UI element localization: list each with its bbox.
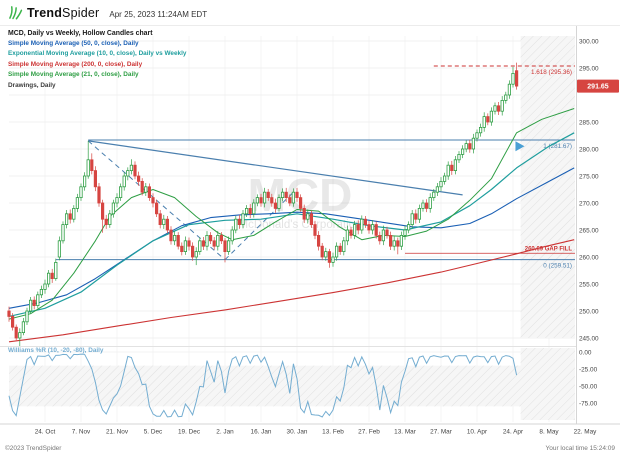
svg-text:1.618 (295.36): 1.618 (295.36) bbox=[531, 69, 572, 76]
x-axis-label: 27. Mar bbox=[430, 429, 453, 436]
local-time: Your local time 15:24:09 bbox=[545, 445, 615, 452]
x-axis-label: 19. Dec bbox=[178, 429, 201, 436]
future-zone bbox=[520, 36, 575, 338]
price-axis-label: 250.00 bbox=[579, 308, 599, 315]
price-axis-label: 245.00 bbox=[579, 335, 599, 342]
x-axis-label: 27. Feb bbox=[358, 429, 380, 436]
x-axis-label: 16. Jan bbox=[251, 429, 272, 436]
x-axis-label: 2. Jan bbox=[216, 429, 234, 436]
price-axis-label: 300.00 bbox=[579, 38, 599, 45]
copyright: ©2023 TrendSpider bbox=[5, 445, 62, 452]
price-axis-label: 285.00 bbox=[579, 119, 599, 126]
svg-text:260.69 GAP FILL: 260.69 GAP FILL bbox=[525, 246, 573, 252]
moving-averages bbox=[8, 108, 575, 343]
svg-text:291.65: 291.65 bbox=[587, 84, 609, 91]
last-price-badge: 291.65 bbox=[577, 79, 619, 93]
williams-r bbox=[8, 353, 518, 418]
williams-axis-label: -25.00 bbox=[579, 366, 598, 373]
footer: ©2023 TrendSpider Your local time 15:24:… bbox=[5, 445, 615, 452]
brand-spider: Spider bbox=[62, 5, 100, 20]
svg-text:McDonald's Corporation: McDonald's Corporation bbox=[238, 219, 361, 231]
x-axis-label: 8. May bbox=[539, 429, 559, 436]
drawings: 1.618 (295.36) 1 (281.67) 0 (259.51) 260.69… bbox=[55, 65, 575, 270]
x-axis-label: 13. Mar bbox=[394, 429, 417, 436]
x-axis-label: 24. Oct bbox=[35, 429, 56, 436]
x-axis-label: 13. Feb bbox=[322, 429, 344, 436]
williams-axis-label: 0.00 bbox=[579, 349, 592, 356]
price-axis-label: 280.00 bbox=[579, 146, 599, 153]
app-header: TrendSpider Apr 25, 2023 11:24AM EDT bbox=[0, 0, 620, 26]
separators bbox=[0, 26, 620, 425]
x-axis-label: 21. Nov bbox=[106, 429, 129, 436]
axis-labels: 300.00 295.00 285.00 280.00 275.00 270.00 265.… bbox=[35, 38, 599, 435]
chart-timestamp: Apr 25, 2023 11:24AM EDT bbox=[109, 9, 208, 19]
trendspider-logo[interactable]: TrendSpider bbox=[8, 5, 99, 20]
x-axis-label: 22. May bbox=[574, 429, 598, 436]
svg-text:1 (281.67): 1 (281.67) bbox=[543, 143, 572, 150]
candles bbox=[7, 62, 519, 347]
x-axis-label: 10. Apr bbox=[467, 429, 488, 436]
triangle-right-marker bbox=[515, 141, 525, 152]
price-axis-label: 295.00 bbox=[579, 65, 599, 72]
price-axis-label: 265.00 bbox=[579, 227, 599, 234]
williams-axis-label: -50.00 bbox=[579, 383, 598, 390]
price-axis-label: 255.00 bbox=[579, 281, 599, 288]
price-axis-label: 270.00 bbox=[579, 200, 599, 207]
hatched-zones bbox=[9, 36, 575, 420]
x-axis-label: 7. Nov bbox=[72, 429, 91, 436]
brand-trend: Trend bbox=[27, 5, 63, 20]
trendspider-logo-icon bbox=[9, 6, 23, 20]
brand-name: TrendSpider bbox=[27, 6, 99, 20]
price-axis-label: 260.00 bbox=[579, 254, 599, 261]
x-axis-label: 5. Dec bbox=[144, 429, 163, 436]
x-axis-label: 30. Jan bbox=[287, 429, 308, 436]
price-axis-label: 275.00 bbox=[579, 173, 599, 180]
williams-axis-label: -75.00 bbox=[579, 400, 598, 407]
svg-text:0 (259.51): 0 (259.51) bbox=[543, 263, 572, 270]
x-axis-label: 24. Apr bbox=[503, 429, 524, 436]
